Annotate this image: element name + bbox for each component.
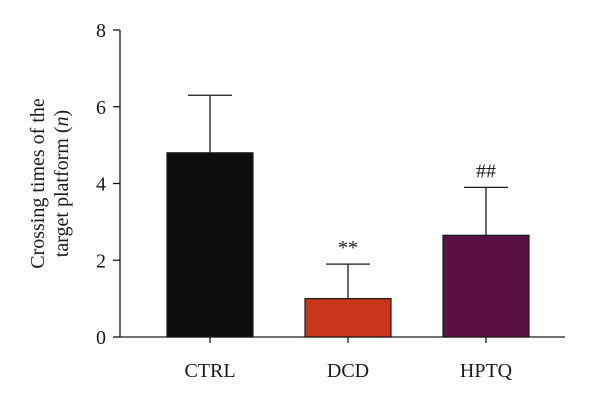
- y-axis-label: Crossing times of the target platform (n): [27, 98, 73, 269]
- y-axis-label-line1: Crossing times of the: [27, 98, 49, 269]
- significance-label-hptq: ##: [476, 160, 496, 182]
- y-tick-label: 2: [96, 250, 106, 272]
- bar-dcd: [304, 298, 392, 338]
- y-tick-label: 6: [96, 97, 106, 119]
- bar-hptq: [442, 234, 530, 338]
- y-axis-label-line2: target platform (n): [51, 110, 73, 257]
- y-tick-label: 0: [96, 327, 106, 349]
- x-tick-label-dcd: DCD: [327, 360, 369, 382]
- labels-layer: 0 2 4 6 8 CTRL ** DCD ## HPTQ Crossing times of th…: [27, 20, 513, 382]
- bars-layer: [166, 94, 530, 338]
- x-tick-label-hptq: HPTQ: [460, 360, 513, 382]
- bar-ctrl: [166, 152, 254, 338]
- y-tick-label: 4: [96, 174, 106, 196]
- significance-label-dcd: **: [338, 237, 358, 259]
- x-tick-label-ctrl: CTRL: [184, 360, 235, 382]
- y-tick-label: 8: [96, 20, 106, 42]
